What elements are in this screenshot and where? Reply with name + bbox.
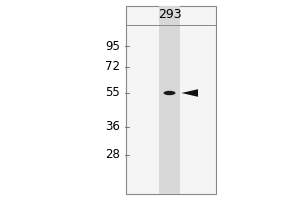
Ellipse shape (164, 91, 175, 95)
Text: 72: 72 (105, 60, 120, 73)
Text: 95: 95 (105, 40, 120, 52)
Bar (126, 6, 216, 194)
Text: 28: 28 (105, 148, 120, 162)
Text: 55: 55 (105, 86, 120, 99)
Polygon shape (182, 89, 198, 97)
Bar (159, 6, 180, 194)
Text: 36: 36 (105, 120, 120, 134)
Text: 293: 293 (158, 7, 181, 21)
